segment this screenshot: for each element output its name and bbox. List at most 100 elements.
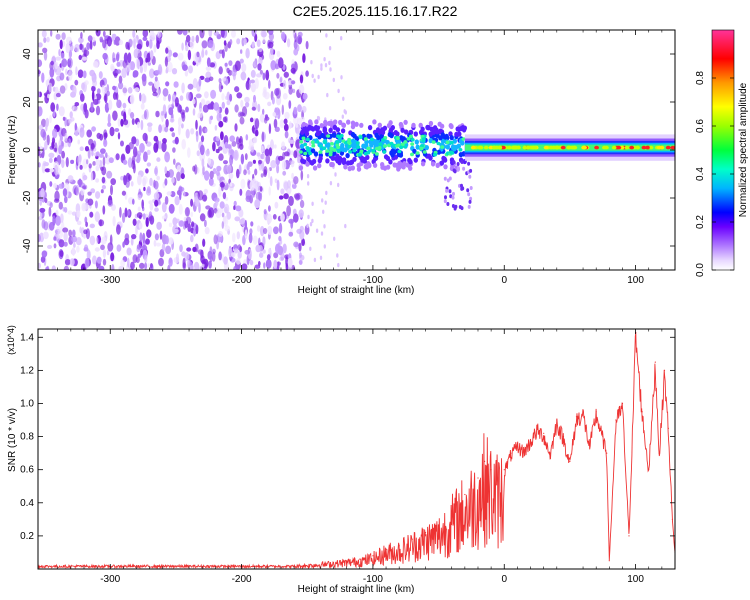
- noise-speckle: [299, 252, 302, 258]
- noise-speckle: [65, 157, 69, 168]
- noise-speckle: [211, 251, 216, 262]
- noise-speckle: [127, 87, 133, 94]
- echo-tail: [448, 189, 452, 194]
- noise-speckle: [254, 168, 258, 176]
- colorbar-gradient: [712, 30, 734, 270]
- noise-speckle: [270, 47, 274, 55]
- trace-peak: [611, 145, 617, 150]
- noise-speckle: [282, 64, 286, 71]
- echo-cell: [361, 143, 366, 149]
- echo-core: [389, 141, 394, 146]
- noise-speckle: [130, 237, 134, 246]
- echo-cell: [338, 157, 344, 163]
- noise-speckle: [43, 231, 49, 240]
- noise-speckle: [59, 85, 66, 94]
- echo-core: [311, 143, 316, 148]
- noise-speckle: [185, 44, 189, 52]
- echo-core: [318, 144, 323, 148]
- noise-speckle: [251, 41, 255, 48]
- noise-speckle: [132, 254, 138, 263]
- noise-speckle: [168, 49, 173, 57]
- echo-cell: [350, 120, 356, 126]
- noise-speckle: [276, 179, 280, 191]
- x-tick-label: -300: [100, 574, 120, 585]
- echo-core: [377, 146, 382, 150]
- echo-tail: [443, 176, 447, 181]
- noise-speckle: [283, 193, 289, 200]
- y-tick-label: 0: [22, 147, 33, 153]
- noise-speckle: [223, 40, 227, 46]
- noise-speckle: [83, 232, 86, 239]
- echo-core: [366, 146, 371, 151]
- noise-speckle: [38, 234, 41, 243]
- noise-speckle: [117, 118, 121, 127]
- echo-cell: [382, 125, 388, 131]
- snr-point: [556, 419, 558, 421]
- noise-speckle: [313, 257, 317, 263]
- noise-speckle: [236, 38, 241, 45]
- trace-peak: [641, 145, 647, 150]
- noise-speckle: [130, 112, 135, 119]
- noise-speckle: [118, 39, 124, 46]
- noise-speckle: [102, 249, 106, 259]
- noise-speckle: [309, 222, 313, 227]
- noise-speckle: [244, 219, 247, 230]
- noise-speckle: [296, 228, 302, 234]
- echo-core: [449, 140, 454, 145]
- noise-speckle: [234, 216, 241, 222]
- noise-speckle: [76, 210, 81, 218]
- noise-speckle: [193, 261, 200, 270]
- noise-speckle: [173, 81, 179, 88]
- noise-speckle: [263, 262, 266, 269]
- noise-speckle: [294, 194, 301, 201]
- noise-speckle: [132, 70, 139, 78]
- echo-cell: [424, 145, 429, 151]
- noise-speckle: [94, 247, 100, 252]
- colorbar-ticks: 0.0 0.2 0.4 0.6 0.8: [695, 71, 734, 277]
- echo-cell: [377, 122, 382, 128]
- noise-speckle: [203, 188, 208, 194]
- noise-speckle: [168, 107, 174, 116]
- echo-cell: [444, 133, 449, 139]
- noise-speckle: [132, 30, 136, 38]
- noise-speckle: [154, 69, 161, 75]
- echo-core: [332, 148, 337, 152]
- noise-speckle: [251, 106, 256, 111]
- noise-speckle: [90, 143, 95, 150]
- y-tick-label: 20: [22, 96, 33, 108]
- noise-speckle: [232, 232, 236, 243]
- noise-speckle: [290, 67, 296, 74]
- noise-speckle: [202, 165, 205, 176]
- noise-speckle: [64, 207, 68, 213]
- noise-speckle: [324, 62, 328, 68]
- spectrogram-x-label: Height of straight line (km): [298, 285, 415, 296]
- noise-speckle: [110, 184, 113, 196]
- noise-speckle: [185, 216, 192, 225]
- noise-speckle: [215, 200, 219, 206]
- snr-point: [582, 411, 584, 413]
- noise-speckle: [84, 244, 89, 252]
- noise-speckle: [139, 65, 143, 74]
- noise-speckle: [192, 98, 196, 105]
- echo-core: [308, 151, 313, 156]
- noise-speckle: [137, 59, 140, 70]
- noise-speckle: [305, 70, 309, 77]
- noise-speckle: [75, 66, 78, 76]
- noise-speckle: [267, 41, 274, 49]
- noise-speckle: [98, 265, 105, 270]
- noise-speckle: [291, 183, 297, 189]
- noise-speckle: [147, 263, 150, 268]
- noise-speckle: [133, 38, 136, 49]
- noise-speckle: [156, 221, 162, 230]
- snr-point: [484, 460, 486, 462]
- noise-speckle: [63, 231, 68, 242]
- noise-speckle: [238, 138, 242, 144]
- noise-speckle: [71, 235, 77, 243]
- noise-speckle: [272, 214, 277, 220]
- noise-speckle: [149, 215, 155, 225]
- trace-peak: [497, 145, 503, 150]
- noise-speckle: [107, 199, 114, 207]
- noise-speckle: [181, 82, 185, 94]
- noise-speckle: [143, 110, 147, 120]
- noise-speckle: [258, 190, 263, 202]
